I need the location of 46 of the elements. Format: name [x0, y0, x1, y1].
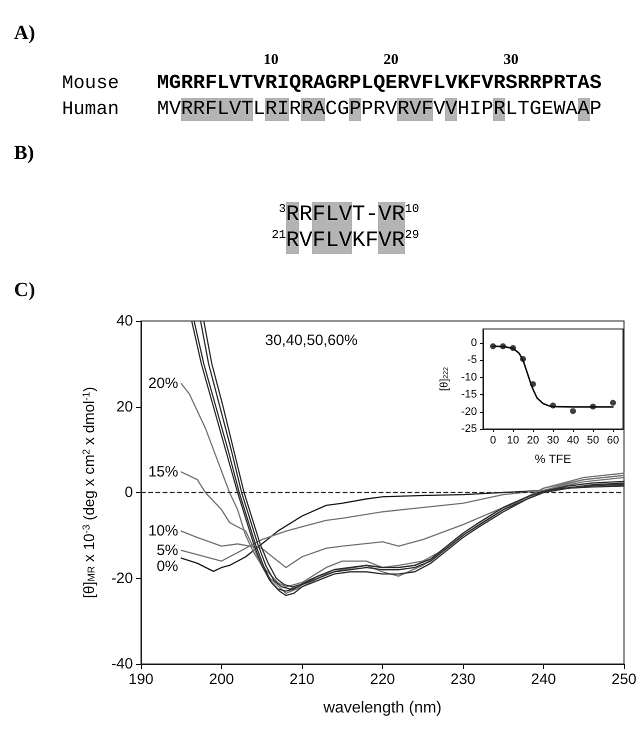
text: MVRRFLVTLRIRRACGPPRVRVFVVHIPRLTGEWAAP [157, 98, 602, 121]
x-tick-label: 230 [450, 671, 476, 688]
text: 20 [382, 52, 400, 69]
y-tick-label: -15 [461, 388, 477, 401]
text: Human [62, 98, 120, 120]
y-tick-label: 0 [470, 336, 477, 349]
x-tick-label: 240 [530, 671, 556, 688]
text: $^{21}$RVFLVKFVR$^{29}$ [272, 228, 420, 253]
x-tick-label: 200 [208, 671, 234, 688]
x-tick-label: 50 [586, 434, 600, 446]
series-label: 20% [148, 375, 178, 392]
chart-title: C) [14, 279, 36, 301]
x-tick-label: 20 [526, 434, 540, 446]
x-tick-label: 40 [566, 434, 580, 446]
x-tick-label: 220 [370, 671, 396, 688]
text: $^{3}$RRFLVT-VR$^{10}$ [278, 202, 420, 227]
y-tick-label: 0 [124, 484, 133, 501]
annotation: 30,40,50,60% [265, 332, 358, 349]
y-tick-label: -20 [111, 570, 133, 587]
y-tick-label: 40 [116, 312, 133, 330]
x-tick-label: 190 [128, 671, 154, 688]
y-tick-label: -5 [467, 354, 477, 366]
y-tick-label: 20 [116, 398, 133, 416]
text: MGRRFLVTVRIQRAGRPLQERVFLVKFVRSRRPRTAS [157, 72, 602, 95]
text: B) [14, 142, 34, 165]
x-tick-label: 250 [611, 671, 637, 688]
x-tick-label: 0 [490, 434, 496, 446]
y-tick-label: -10 [461, 371, 477, 384]
text: Mouse [62, 72, 120, 94]
text: A) [14, 22, 36, 45]
y-tick-label: -20 [461, 406, 477, 418]
x-tick-label: 10 [506, 434, 520, 446]
text: [θ]MR x 10-3 (deg x cm2 x dmol-1) [81, 386, 98, 598]
text: 30 [502, 52, 520, 69]
x-tick-label: 60 [606, 434, 620, 446]
y-tick-label: -25 [461, 423, 477, 435]
series-label: 5% [156, 542, 178, 559]
y-tick-label: -40 [111, 656, 133, 672]
series-label: 0% [156, 558, 178, 575]
x-tick-label: 30 [546, 434, 560, 446]
x-axis-title: wavelength (nm) [322, 700, 442, 716]
text: 10 [262, 52, 280, 69]
x-tick-label: 210 [289, 671, 315, 688]
series-label: 15% [148, 463, 178, 480]
x-axis-title: % TFE [534, 452, 572, 466]
series-label: 10% [148, 522, 178, 540]
